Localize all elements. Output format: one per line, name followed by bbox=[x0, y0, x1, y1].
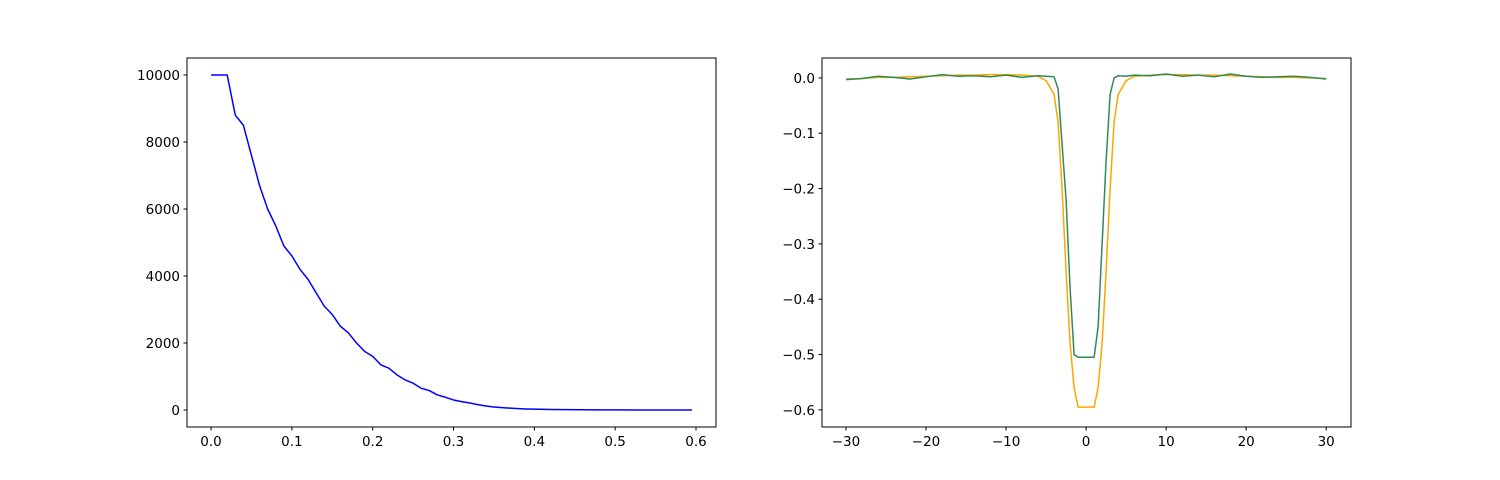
y-tick-label: 6000 bbox=[146, 202, 180, 218]
y-tick-label: −0.3 bbox=[782, 237, 815, 253]
axes-frame bbox=[821, 57, 1352, 428]
x-tick-label: 0.0 bbox=[200, 434, 221, 450]
x-tick-label: 30 bbox=[1318, 434, 1335, 450]
x-tick-label: 0.6 bbox=[685, 434, 706, 450]
line-series bbox=[845, 73, 1327, 359]
x-tick-label: −10 bbox=[992, 434, 1021, 450]
y-tick-label: −0.1 bbox=[782, 126, 815, 142]
y-tick-label: 0.0 bbox=[794, 71, 815, 87]
y-tick-label: −0.4 bbox=[782, 292, 815, 308]
x-tick-label: −30 bbox=[832, 434, 861, 450]
x-tick-label: 0.3 bbox=[443, 434, 464, 450]
x-tick-label: 20 bbox=[1238, 434, 1255, 450]
x-tick-label: 0.2 bbox=[362, 434, 383, 450]
y-tick-label: −0.6 bbox=[782, 403, 815, 419]
y-tick-label: 10000 bbox=[137, 68, 180, 84]
y-tick-label: 2000 bbox=[146, 336, 180, 352]
axes-frame bbox=[186, 57, 717, 428]
x-tick-label: 0.1 bbox=[281, 434, 302, 450]
y-tick-label: 0 bbox=[171, 403, 180, 419]
x-tick-label: 0 bbox=[1082, 434, 1091, 450]
y-tick-label: −0.2 bbox=[782, 182, 815, 198]
x-tick-label: 0.5 bbox=[604, 434, 625, 450]
y-tick-label: 8000 bbox=[146, 135, 180, 151]
y-tick-label: 4000 bbox=[146, 269, 180, 285]
y-tick-label: −0.5 bbox=[782, 348, 815, 364]
line-series bbox=[211, 74, 692, 411]
x-tick-label: −20 bbox=[912, 434, 941, 450]
x-tick-label: 0.4 bbox=[524, 434, 545, 450]
x-tick-label: 10 bbox=[1158, 434, 1175, 450]
